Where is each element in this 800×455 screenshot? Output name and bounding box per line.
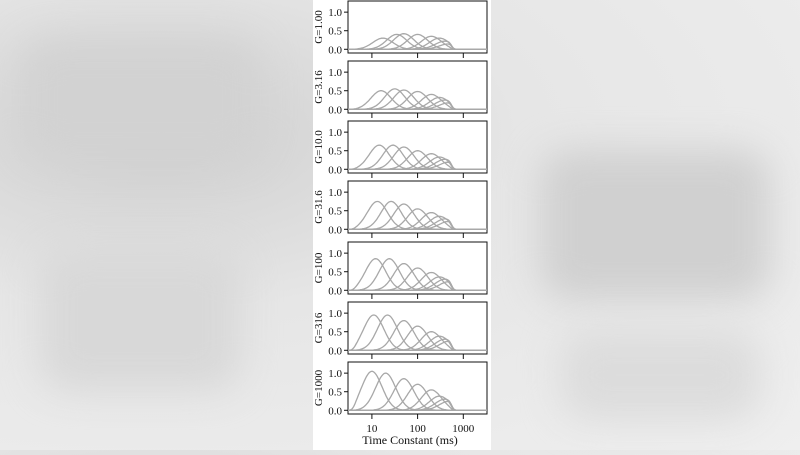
y-tick-label: 1.0 <box>328 67 342 79</box>
y-tick-label: 1.0 <box>328 7 342 19</box>
series-line <box>348 340 487 351</box>
y-tick-label: 0.5 <box>328 26 342 38</box>
y-tick-label: 0.0 <box>328 405 342 417</box>
background-blur <box>540 150 770 300</box>
y-tick-label: 1.0 <box>328 368 342 380</box>
y-tick-label: 0.0 <box>328 104 342 116</box>
panel-label: G=316 <box>313 312 325 343</box>
panel-g-1-00: G=1.000.0 0.5 1.0 <box>313 0 488 58</box>
background-blur <box>20 40 260 160</box>
y-tick-label: 0.0 <box>328 224 342 236</box>
x-tick-label: 10 <box>366 423 378 435</box>
series-line <box>348 400 487 411</box>
panel-label: G=3.16 <box>313 70 325 104</box>
y-tick-label: 1.0 <box>328 127 342 139</box>
x-tick-label: 1000 <box>452 423 475 435</box>
y-tick-label: 0.5 <box>328 327 342 339</box>
y-tick-label: 1.0 <box>328 187 342 199</box>
y-tick-label: 0.0 <box>328 285 342 297</box>
chart-svg: Time Constant (ms) G=1.000.00.51.0G=3.16… <box>313 0 488 447</box>
panel-label: G=10.0 <box>313 130 325 164</box>
panel-frame <box>347 120 488 174</box>
panel-frame <box>347 60 488 114</box>
x-axis-label: Time Constant (ms) <box>362 433 458 447</box>
panel-frame <box>347 180 488 234</box>
y-tick-label: 0.5 <box>328 267 342 279</box>
series-line <box>348 220 487 230</box>
background-blur <box>560 330 760 420</box>
panel-frame <box>347 361 488 415</box>
panel-label: G=31.6 <box>313 190 325 224</box>
series-line <box>348 102 487 110</box>
panel-label: G=1000 <box>313 369 325 406</box>
panel-frame <box>347 241 488 295</box>
background-blur <box>40 250 240 390</box>
y-tick-label: 0.0 <box>328 345 342 357</box>
y-tick-label: 0.0 <box>328 164 342 176</box>
y-tick-label: 0.5 <box>328 206 342 218</box>
y-tick-label: 1.0 <box>328 248 342 260</box>
y-tick-label: 1.0 <box>328 308 342 320</box>
y-tick-label: 0.5 <box>328 387 342 399</box>
series-line <box>348 43 487 50</box>
panel-label: G=1.00 <box>313 10 325 44</box>
y-tick-label: 0.5 <box>328 146 342 158</box>
y-tick-label: 0.5 <box>328 86 342 98</box>
series-line <box>348 281 487 291</box>
panel-label: G=100 <box>313 252 325 283</box>
series-line <box>348 161 487 170</box>
figure: Time Constant (ms) G=1.00 0.0 0.5 1.0 G=3.16… <box>313 0 491 450</box>
panel-g-31-6: G=31.60.0 0.5 1.0 <box>313 180 488 238</box>
panel-g-10-0: G=10.00.0 0.5 1.0 <box>313 120 488 178</box>
panel-g-100: G=1000.0 0.5 1.0 <box>313 241 488 299</box>
y-tick-label: 0.0 <box>328 44 342 56</box>
panel-frame <box>347 301 488 355</box>
panel-g-3-16: G=3.160.0 0.5 1.0 <box>313 60 488 118</box>
x-tick-label: 100 <box>409 423 426 435</box>
